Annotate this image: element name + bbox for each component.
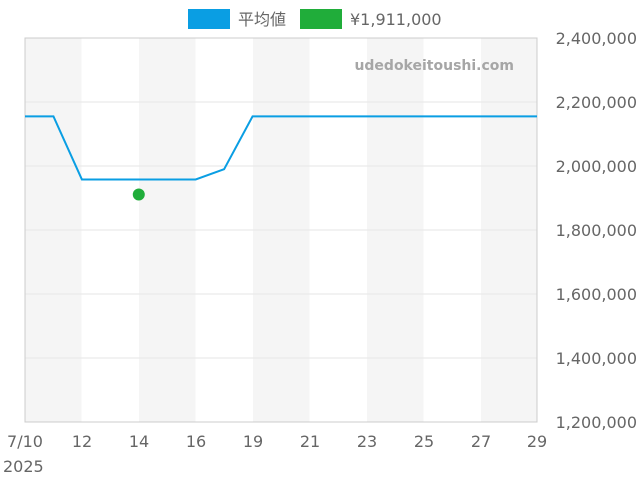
y-tick-label: 2,000,000 — [556, 157, 637, 176]
series-layer — [25, 115, 537, 201]
x-tick-label: 25 — [414, 432, 434, 451]
legend-swatch — [188, 9, 230, 29]
x-tick-label: 7/10 — [7, 432, 43, 451]
y-axis-ticks: 2,400,000 2,200,000 2,000,000 1,800,000 1,60… — [556, 29, 637, 432]
x-tick-label: 16 — [186, 432, 206, 451]
x-year-label: 2025 — [3, 457, 44, 476]
x-tick-label: 19 — [243, 432, 263, 451]
x-tick-label: 21 — [300, 432, 320, 451]
x-tick-label: 12 — [72, 432, 92, 451]
y-tick-label: 2,400,000 — [556, 29, 637, 48]
legend-label: ¥1,911,000 — [350, 10, 442, 29]
watermark: udedokeitoushi.com — [354, 58, 514, 74]
y-tick-label: 1,400,000 — [556, 349, 637, 368]
x-tick-label: 14 — [129, 432, 149, 451]
y-tick-label: 1,800,000 — [556, 221, 637, 240]
x-tick-label: 23 — [357, 432, 377, 451]
y-tick-label: 2,200,000 — [556, 93, 637, 112]
legend-item[interactable]: 平均値 — [188, 9, 286, 29]
plot-frame — [24, 37, 538, 423]
legend-label: 平均値 — [238, 10, 286, 29]
data-point[interactable] — [132, 188, 145, 201]
legend[interactable]: 平均値 ¥1,911,000 — [188, 9, 442, 29]
series-line[interactable] — [25, 115, 537, 181]
x-axis-ticks: 7/10 12 14 16 19 21 23 25 27 29 — [7, 432, 547, 451]
legend-item[interactable]: ¥1,911,000 — [300, 9, 442, 29]
x-tick-label: 27 — [471, 432, 491, 451]
y-tick-label: 1,600,000 — [556, 285, 637, 304]
legend-swatch — [300, 9, 342, 29]
x-tick-label: 29 — [527, 432, 547, 451]
y-tick-label: 1,200,000 — [556, 413, 637, 432]
